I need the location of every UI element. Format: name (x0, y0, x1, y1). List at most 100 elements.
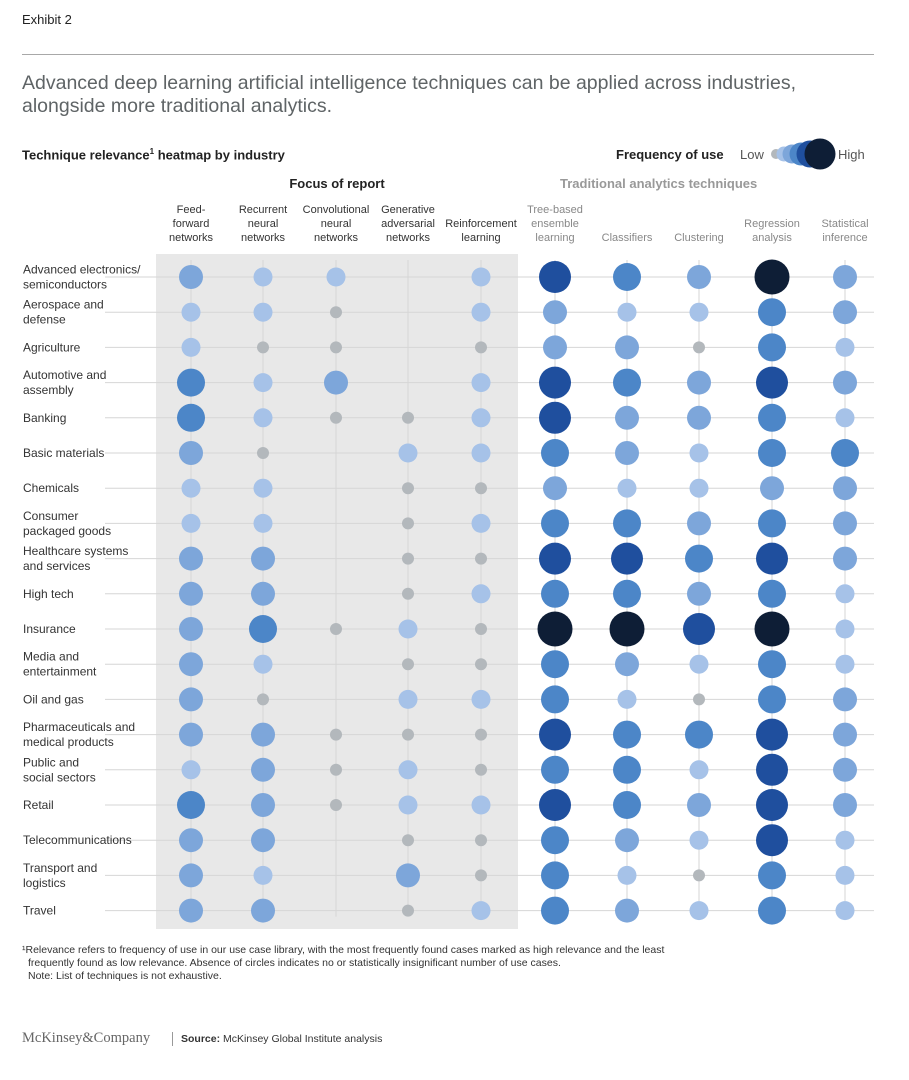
relevance-dot (758, 403, 786, 432)
relevance-dot (758, 333, 786, 362)
relevance-dot (835, 865, 855, 885)
relevance-dot (541, 826, 569, 855)
row-label: Chemicals (23, 481, 79, 495)
relevance-dot (754, 259, 790, 295)
column-header-line: learning (461, 232, 500, 244)
row-label-line: Consumer (23, 509, 78, 523)
relevance-dot (541, 755, 569, 784)
relevance-dot (475, 552, 487, 565)
footnote-line-2: frequently found as low relevance. Absen… (28, 957, 561, 969)
relevance-dot (475, 482, 487, 495)
relevance-dot (402, 904, 414, 917)
relevance-dot (754, 611, 790, 647)
row-label-line: Agriculture (23, 340, 81, 354)
column-header-line: adversarial (381, 218, 435, 230)
row-label-line: Automotive and (23, 368, 106, 382)
legend-low-label: Low (740, 147, 764, 162)
relevance-dot (541, 650, 569, 679)
relevance-dot (833, 687, 857, 712)
relevance-dot (330, 411, 342, 424)
relevance-dot (398, 795, 418, 815)
relevance-dot (181, 760, 201, 780)
relevance-dot (330, 763, 342, 776)
row-label-line: social sectors (23, 770, 96, 784)
relevance-dot (253, 302, 273, 322)
row-label: Healthcare systems and services (23, 544, 128, 573)
column-header: Clustering (674, 232, 724, 244)
row-label: Advanced electronics/semiconductors (23, 263, 141, 292)
row-label-line: Insurance (23, 622, 76, 636)
relevance-dot (835, 408, 855, 428)
relevance-dot (471, 584, 491, 604)
row-label-line: Banking (23, 411, 66, 425)
relevance-dot (833, 546, 857, 571)
relevance-dot (760, 476, 784, 501)
column-header-line: Convolutional (303, 204, 370, 216)
relevance-dot (398, 689, 418, 709)
relevance-dot (756, 753, 788, 786)
headline: Advanced deep learning artificial intell… (22, 72, 796, 117)
relevance-dot (471, 408, 491, 428)
relevance-dot (543, 476, 567, 501)
relevance-dot (537, 611, 573, 647)
row-label-line: packaged goods (23, 524, 111, 538)
relevance-dot (471, 267, 491, 287)
relevance-dot (471, 443, 491, 463)
relevance-dot (179, 687, 203, 712)
relevance-dot (543, 335, 567, 360)
relevance-dot (330, 341, 342, 354)
column-header: Feed-forward networks (169, 204, 214, 244)
relevance-dot (179, 617, 203, 641)
relevance-dot (471, 795, 491, 815)
relevance-dot (251, 546, 275, 571)
relevance-dot (687, 511, 711, 536)
source-label: Source: (181, 1033, 221, 1045)
column-header-line: analysis (752, 232, 792, 244)
relevance-dot (253, 478, 273, 498)
chart-subheading: Technique relevance1 heatmap by industry (22, 147, 285, 162)
relevance-dot (539, 542, 571, 575)
column-header-line: Statistical (821, 218, 868, 230)
relevance-dot (396, 863, 420, 888)
relevance-dot (402, 834, 414, 847)
relevance-dot (181, 478, 201, 498)
relevance-dot (835, 584, 855, 604)
relevance-dot (756, 366, 788, 399)
row-label: Oil and gas (23, 692, 84, 706)
relevance-dot (257, 341, 269, 354)
relevance-dot (398, 760, 418, 780)
relevance-dot (693, 341, 705, 354)
column-header: Regression analysis (744, 218, 800, 244)
relevance-dot (689, 901, 709, 921)
row-label-line: Retail (23, 798, 54, 812)
relevance-dot (179, 898, 203, 923)
relevance-dot (251, 793, 275, 817)
column-header-line: Tree-based (527, 204, 583, 216)
row-label-line: semiconductors (23, 278, 107, 292)
column-header: Generative adversarial networks (381, 204, 435, 244)
relevance-dot (179, 441, 203, 465)
relevance-dot (758, 650, 786, 679)
row-label: Media and entertainment (23, 650, 97, 679)
row-label: Consumer packaged goods (23, 509, 111, 538)
relevance-dot (541, 896, 569, 925)
row-label: Public and social sectors (23, 755, 96, 784)
relevance-dot (615, 652, 639, 677)
row-label-line: Oil and gas (23, 692, 84, 706)
focus-panel-bg (156, 254, 518, 929)
row-label: Automotive and assembly (23, 368, 106, 397)
relevance-dot (615, 441, 639, 465)
column-header-line: networks (314, 232, 359, 244)
subheading-footnote-mark: 1 (149, 147, 155, 156)
relevance-dot (253, 373, 273, 393)
column-header-line: ensemble (531, 218, 579, 230)
relevance-dot (257, 693, 269, 706)
row-label: Agriculture (23, 340, 81, 354)
column-header-line: Classifiers (602, 232, 653, 244)
column-header-line: Clustering (674, 232, 724, 244)
relevance-dot (475, 763, 487, 776)
row-label-line: defense (23, 313, 66, 327)
relevance-dot (402, 658, 414, 671)
row-label: High tech (23, 587, 74, 601)
relevance-dot (177, 791, 205, 819)
